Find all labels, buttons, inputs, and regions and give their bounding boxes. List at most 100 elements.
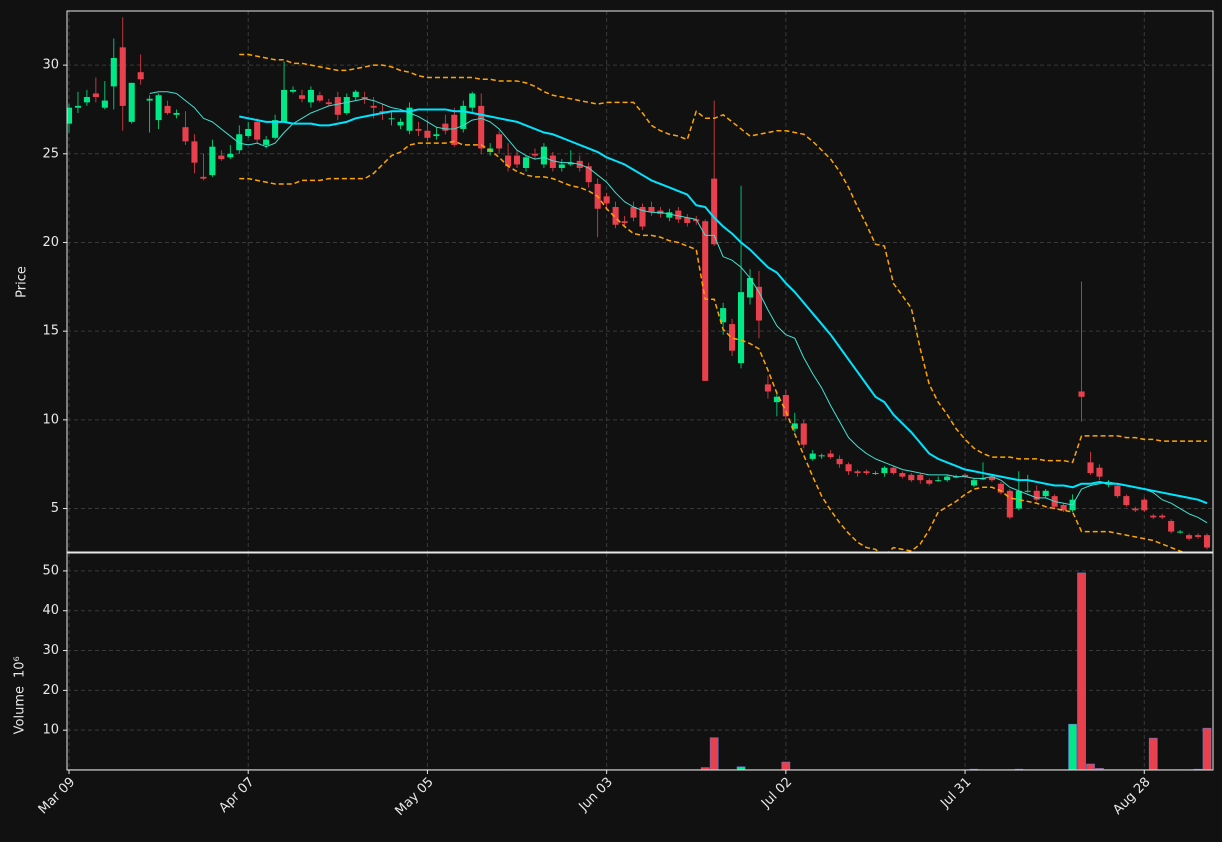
volume-frame <box>66 552 1214 771</box>
band-line <box>239 140 1185 552</box>
candle-body <box>298 95 306 99</box>
volume-bar <box>709 737 719 770</box>
candle-body <box>854 471 861 474</box>
candle-body <box>200 176 207 179</box>
candle-body <box>1177 531 1184 533</box>
candle-body <box>281 89 288 122</box>
candle-body <box>585 166 592 183</box>
candle-layer <box>67 17 1211 550</box>
band-line <box>239 53 1207 464</box>
candle-body <box>227 153 234 158</box>
candle-body <box>155 95 162 121</box>
candle-body <box>1203 535 1211 548</box>
volume-bar <box>1077 572 1086 770</box>
candle-body <box>469 93 476 108</box>
candle-body <box>890 467 897 474</box>
candle-body <box>531 153 538 156</box>
candle-body <box>397 121 404 126</box>
candle-body <box>433 134 440 137</box>
candle-body <box>791 423 798 429</box>
candle-body <box>1132 508 1139 511</box>
line-layer <box>149 53 1208 552</box>
volume-bar <box>700 767 710 770</box>
candle-body <box>1078 391 1085 397</box>
y-tick-label: 20 <box>42 235 59 250</box>
candle-body <box>406 107 413 131</box>
candle-body <box>307 89 314 103</box>
candle-body <box>1033 490 1040 500</box>
candle-body <box>146 98 153 101</box>
candle-body <box>1024 490 1031 492</box>
candle-body <box>478 105 485 149</box>
candle-body <box>953 476 960 478</box>
y-axis-label: Price <box>15 266 30 298</box>
volume-axis-label: Volume 10⁶ <box>13 656 28 734</box>
candle-body <box>325 102 332 105</box>
candle-body <box>74 105 82 108</box>
candle-body <box>92 93 99 98</box>
candle-body <box>746 277 754 298</box>
candle-body <box>666 212 673 218</box>
candle-body <box>1042 490 1049 497</box>
candle-body <box>352 91 359 98</box>
candle-body <box>1186 535 1193 539</box>
candle-body <box>720 308 727 323</box>
candle-body <box>451 114 458 145</box>
candle-body <box>935 480 942 482</box>
y-tick-label: 5 <box>51 501 59 516</box>
volume-bar <box>1148 737 1158 770</box>
candle-body <box>818 455 825 457</box>
candle-body <box>119 47 126 106</box>
candle-body <box>567 162 574 165</box>
candle-body <box>603 196 610 204</box>
volume-bar <box>781 761 791 770</box>
volume-unit: 10⁶ <box>13 656 28 678</box>
candle-body <box>236 134 243 151</box>
candle-body <box>164 105 171 113</box>
price-frame <box>66 10 1214 553</box>
candle-body <box>415 128 422 131</box>
candle-body <box>343 97 350 113</box>
volume-bar <box>1095 768 1104 770</box>
candle-body <box>1150 515 1157 518</box>
candle-body <box>1060 504 1067 511</box>
moving-average-line <box>149 91 1208 524</box>
candle-body <box>970 480 978 486</box>
candle-body <box>182 127 189 142</box>
volume-y-tick-label: 20 <box>42 683 59 698</box>
candle-body <box>254 121 261 140</box>
candle-body <box>540 146 547 165</box>
candle-body <box>917 474 924 481</box>
candle-body <box>424 130 431 138</box>
candle-body <box>997 483 1004 493</box>
candle-body <box>639 207 646 227</box>
candle-body <box>738 292 745 364</box>
candle-body <box>755 286 763 321</box>
volume-y-tick-label: 50 <box>42 563 59 578</box>
candle-body <box>773 396 780 403</box>
candle-body <box>782 395 789 417</box>
candle-body <box>173 112 180 115</box>
candle-body <box>809 453 816 459</box>
candle-body <box>827 453 834 458</box>
candle-body <box>711 178 718 245</box>
volume-y-tick-label: 30 <box>42 643 59 658</box>
candle-body <box>684 217 691 223</box>
candle-body <box>209 146 216 176</box>
candle-body <box>1087 462 1094 474</box>
volume-label: Volume <box>13 686 28 734</box>
candle-body <box>729 324 736 351</box>
candle-body <box>648 207 655 213</box>
candle-body <box>513 155 521 165</box>
candle-body <box>1006 490 1013 518</box>
candle-body <box>128 82 135 122</box>
candle-body <box>845 464 852 472</box>
candle-body <box>334 97 341 115</box>
volume-y-tick-label: 10 <box>42 723 59 738</box>
candle-body <box>962 474 969 477</box>
candle-body <box>612 207 619 225</box>
candle-body <box>558 164 565 168</box>
